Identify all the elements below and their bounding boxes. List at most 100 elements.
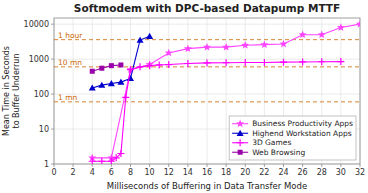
- grid-line: [54, 94, 360, 95]
- tick-label: 22: [259, 168, 269, 177]
- data-point: [299, 58, 306, 65]
- data-point: [156, 61, 163, 68]
- data-point: [137, 37, 144, 43]
- tick-label: 10: [145, 168, 155, 177]
- legend-marker: [237, 139, 244, 146]
- data-point: [184, 44, 192, 52]
- tick-mark: [51, 129, 54, 130]
- tick-mark: [54, 164, 55, 167]
- series-line: [92, 65, 121, 71]
- reference-line: [54, 39, 360, 40]
- data-point: [127, 75, 134, 81]
- tick-mark: [340, 164, 341, 167]
- data-point: [98, 82, 105, 88]
- series-line: [92, 24, 360, 158]
- tick-mark: [111, 164, 112, 167]
- data-point: [108, 158, 115, 164]
- x-axis-label: Milliseconds of Buffering in Data Transf…: [107, 181, 307, 191]
- data-point: [337, 23, 345, 31]
- tick-mark: [51, 24, 54, 25]
- title: Softmodem with DPC-based Datapump MTTF: [74, 2, 340, 14]
- legend-label: Web Browsing: [252, 148, 305, 157]
- tick-mark: [168, 164, 169, 167]
- grid: [54, 18, 360, 164]
- data-point: [146, 62, 153, 69]
- tick-mark: [187, 164, 188, 167]
- reference-label: 1 hour: [58, 31, 83, 40]
- tick-mark: [73, 164, 74, 167]
- grid-line: [130, 18, 131, 164]
- data-point: [261, 59, 268, 66]
- legend-label: 3D Games: [252, 138, 291, 147]
- grid-line: [73, 18, 74, 164]
- tick-mark: [226, 164, 227, 167]
- tick-mark: [149, 164, 150, 167]
- reference-label: 1 mn: [58, 93, 77, 102]
- reference-line: [54, 101, 360, 102]
- y-axis-label-line: Mean Time in Seconds: [2, 46, 11, 136]
- data-point: [242, 59, 249, 66]
- data-point: [203, 43, 211, 51]
- tick-label: 2: [71, 168, 76, 177]
- data-point: [356, 20, 360, 28]
- data-point: [137, 63, 144, 70]
- grid-line: [54, 24, 360, 25]
- tick-label: 100: [34, 90, 49, 99]
- y-axis-label: Mean Time in Secondsto Buffer Underrun: [2, 46, 21, 136]
- tick-label: 18: [221, 168, 231, 177]
- series-group: [88, 20, 360, 164]
- tick-label: 30: [336, 168, 346, 177]
- legend-marker: [236, 120, 244, 128]
- data-point: [165, 49, 173, 57]
- data-point: [223, 59, 230, 66]
- tick-mark: [92, 164, 93, 167]
- data-point: [109, 63, 114, 68]
- tick-mark: [283, 164, 284, 167]
- reference-lines: [54, 40, 360, 102]
- data-point: [117, 79, 124, 85]
- y-axis-label-line: to Buffer Underrun: [12, 54, 21, 129]
- data-point: [165, 61, 172, 68]
- tick-mark: [302, 164, 303, 167]
- tick-label: 1: [44, 160, 49, 169]
- data-point: [260, 40, 268, 48]
- tick-mark: [51, 164, 54, 165]
- legend-box: [229, 116, 356, 160]
- tick-label: 32: [355, 168, 365, 177]
- legend-label: Highend Workstation Apps: [252, 129, 352, 138]
- tick-label: 16: [202, 168, 212, 177]
- tick-label: 26: [298, 168, 308, 177]
- tick-label: 0: [51, 168, 56, 177]
- data-point: [108, 80, 115, 86]
- grid-line: [207, 18, 208, 164]
- data-point: [127, 66, 134, 73]
- tick-mark: [51, 59, 54, 60]
- data-point: [99, 66, 104, 71]
- data-point: [337, 58, 344, 65]
- legend-label: Business Productivity Apps: [252, 119, 353, 128]
- legend: Business Productivity AppsHighend Workst…: [229, 116, 356, 160]
- data-point: [241, 41, 249, 49]
- tick-label: 4: [90, 168, 95, 177]
- data-point: [98, 158, 105, 164]
- tick-label: 24: [278, 168, 288, 177]
- data-point: [299, 30, 307, 38]
- reference-label: 10 mn: [58, 58, 82, 67]
- legend-marker: [238, 150, 243, 155]
- chart: 0246810121416182022242628303211010010001…: [0, 0, 368, 193]
- data-point: [146, 33, 153, 39]
- data-point: [90, 69, 95, 74]
- data-point: [184, 60, 191, 67]
- plot-frame: [54, 18, 360, 164]
- data-point: [117, 150, 124, 157]
- tick-mark: [51, 94, 54, 95]
- data-point: [280, 40, 288, 48]
- tick-label: 1000: [29, 55, 49, 64]
- tick-label: 6: [109, 168, 114, 177]
- plot-area: [54, 18, 360, 164]
- data-point: [222, 43, 230, 51]
- tick-mark: [245, 164, 246, 167]
- tick-mark: [130, 164, 131, 167]
- series-line: [92, 36, 149, 88]
- grid-line: [149, 18, 150, 164]
